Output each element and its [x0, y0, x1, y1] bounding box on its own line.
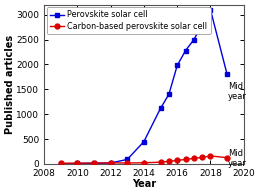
Perovskite solar cell	[167, 93, 171, 95]
Carbon-based perovskite solar cell	[76, 162, 79, 164]
Carbon-based perovskite solar cell	[142, 162, 146, 164]
Carbon-based perovskite solar cell	[176, 159, 179, 162]
Text: Mid
year: Mid year	[228, 149, 247, 168]
Perovskite solar cell	[176, 64, 179, 67]
Carbon-based perovskite solar cell	[59, 162, 62, 165]
X-axis label: Year: Year	[132, 179, 156, 189]
Perovskite solar cell	[126, 158, 129, 161]
Perovskite solar cell	[159, 107, 162, 109]
Carbon-based perovskite solar cell	[167, 160, 171, 163]
Perovskite solar cell	[209, 9, 212, 11]
Y-axis label: Published articles: Published articles	[5, 35, 15, 134]
Carbon-based perovskite solar cell	[192, 157, 196, 160]
Perovskite solar cell	[226, 73, 229, 76]
Carbon-based perovskite solar cell	[226, 157, 229, 159]
Carbon-based perovskite solar cell	[126, 162, 129, 164]
Perovskite solar cell	[59, 163, 62, 165]
Text: Mid
year: Mid year	[228, 82, 247, 101]
Perovskite solar cell	[184, 49, 187, 52]
Perovskite solar cell	[192, 38, 196, 41]
Carbon-based perovskite solar cell	[184, 158, 187, 161]
Line: Perovskite solar cell: Perovskite solar cell	[58, 7, 230, 166]
Carbon-based perovskite solar cell	[209, 155, 212, 157]
Perovskite solar cell	[142, 140, 146, 143]
Perovskite solar cell	[93, 162, 96, 165]
Carbon-based perovskite solar cell	[159, 161, 162, 163]
Line: Carbon-based perovskite solar cell: Carbon-based perovskite solar cell	[58, 153, 230, 166]
Carbon-based perovskite solar cell	[201, 156, 204, 158]
Perovskite solar cell	[76, 162, 79, 165]
Carbon-based perovskite solar cell	[93, 162, 96, 164]
Legend: Perovskite solar cell, Carbon-based perovskite solar cell: Perovskite solar cell, Carbon-based pero…	[47, 7, 211, 34]
Perovskite solar cell	[109, 162, 112, 164]
Carbon-based perovskite solar cell	[109, 162, 112, 164]
